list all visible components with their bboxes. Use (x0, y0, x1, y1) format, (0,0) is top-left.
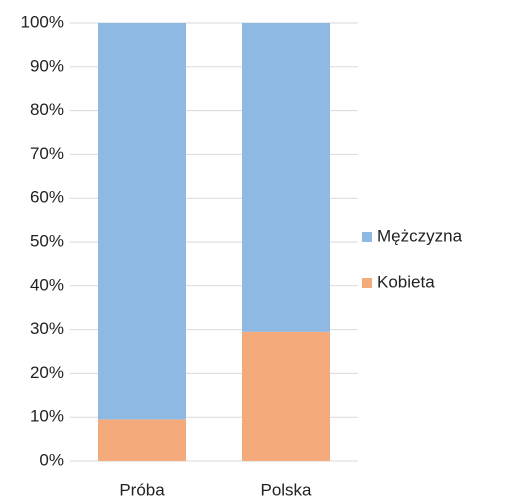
x-tick-label: Polska (260, 480, 312, 499)
y-tick-label: 0% (39, 450, 64, 469)
legend-label: Kobieta (377, 272, 435, 291)
legend-swatch (362, 278, 372, 288)
x-tick-label: Próba (119, 480, 165, 499)
y-tick-label: 30% (30, 319, 64, 338)
y-tick-label: 60% (30, 188, 64, 207)
y-tick-label: 10% (30, 407, 64, 426)
legend-swatch (362, 232, 372, 242)
y-tick-label: 70% (30, 144, 64, 163)
bar-segment (242, 331, 330, 461)
y-tick-label: 100% (21, 12, 64, 31)
y-tick-label: 50% (30, 231, 64, 250)
bar-segment (242, 23, 330, 332)
legend-label: Mężczyzna (377, 226, 463, 245)
y-tick-label: 90% (30, 56, 64, 75)
bar-segment (98, 23, 186, 420)
y-tick-label: 40% (30, 275, 64, 294)
bar-segment (98, 419, 186, 461)
y-tick-label: 80% (30, 100, 64, 119)
y-tick-label: 20% (30, 363, 64, 382)
